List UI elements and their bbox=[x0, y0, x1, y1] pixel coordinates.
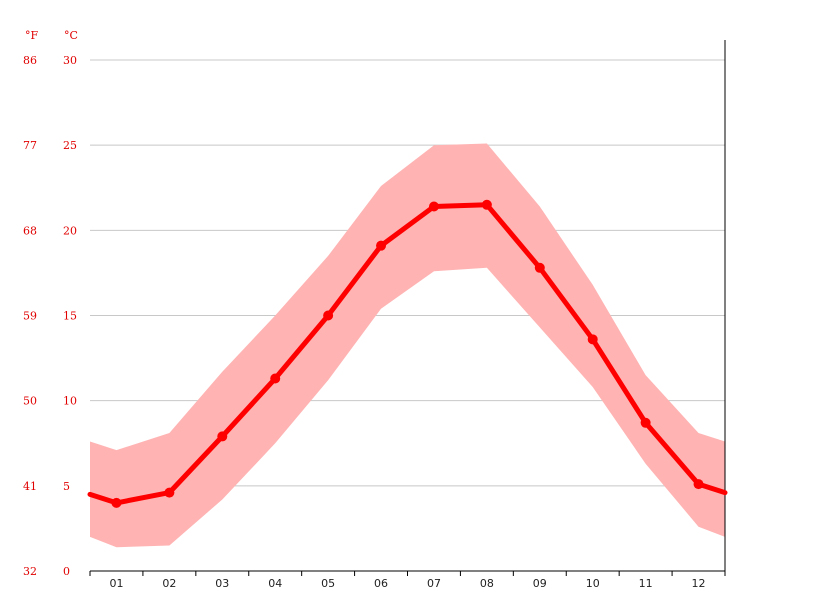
data-point bbox=[217, 431, 228, 442]
x-tick-label: 01 bbox=[109, 577, 123, 590]
data-point bbox=[376, 240, 387, 251]
x-tick-label: 08 bbox=[480, 577, 494, 590]
x-tick-label: 10 bbox=[586, 577, 600, 590]
mean-temperature-line bbox=[87, 202, 728, 506]
y-tick-label-celsius: 25 bbox=[63, 139, 77, 152]
y-tick-label-celsius: 0 bbox=[63, 565, 70, 578]
x-tick-label: 04 bbox=[268, 577, 282, 590]
x-tick-label: 11 bbox=[639, 577, 653, 590]
data-point bbox=[587, 334, 598, 345]
x-tick-label: 07 bbox=[427, 577, 441, 590]
data-point bbox=[693, 479, 704, 490]
y-tick-label-celsius: 10 bbox=[63, 395, 77, 408]
y-tick-label-fahrenheit: 50 bbox=[23, 395, 37, 408]
temperature-line bbox=[87, 199, 728, 508]
x-tick-label: 02 bbox=[162, 577, 176, 590]
celsius-unit-label: °C bbox=[64, 29, 78, 42]
y-tick-label-fahrenheit: 86 bbox=[23, 54, 37, 67]
y-tick-label-celsius: 20 bbox=[63, 224, 77, 237]
x-tick-label: 06 bbox=[374, 577, 388, 590]
data-point bbox=[164, 487, 175, 498]
y-tick-label-fahrenheit: 59 bbox=[23, 310, 37, 323]
data-point bbox=[428, 201, 439, 212]
axes bbox=[89, 40, 726, 576]
data-point bbox=[481, 199, 492, 210]
y-tick-label-fahrenheit: 68 bbox=[23, 224, 37, 237]
y-tick-label-fahrenheit: 77 bbox=[23, 139, 37, 152]
x-tick-label: 03 bbox=[215, 577, 229, 590]
y-tick-label-celsius: 15 bbox=[63, 310, 77, 323]
x-tick-label: 12 bbox=[692, 577, 706, 590]
min-max-range-band bbox=[90, 143, 725, 548]
data-point bbox=[323, 310, 334, 321]
y-tick-label-celsius: 5 bbox=[63, 480, 70, 493]
temperature-range-band bbox=[90, 143, 725, 548]
fahrenheit-unit-label: °F bbox=[25, 29, 39, 42]
data-point bbox=[111, 497, 122, 508]
y-tick-label-celsius: 30 bbox=[63, 54, 77, 67]
y-tick-label-fahrenheit: 32 bbox=[23, 565, 37, 578]
data-point bbox=[270, 373, 281, 384]
gridlines bbox=[90, 59, 725, 487]
y-tick-label-fahrenheit: 41 bbox=[23, 480, 37, 493]
x-tick-label: 09 bbox=[533, 577, 547, 590]
data-point bbox=[640, 417, 651, 428]
tick-labels: °F °C 32 0 41 5 50 10 59 15 68 20 77 25 86 30 01 02 03 04… bbox=[23, 29, 706, 590]
x-tick-label: 05 bbox=[321, 577, 335, 590]
data-point bbox=[534, 262, 545, 273]
